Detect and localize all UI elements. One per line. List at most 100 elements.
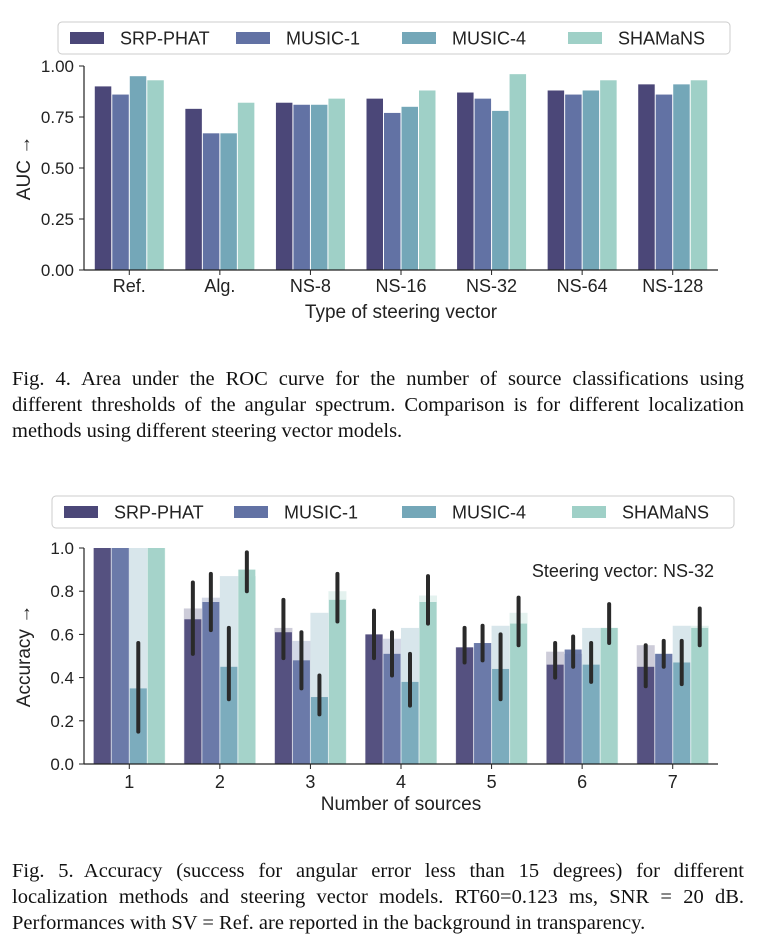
y-tick-label: 1.00	[41, 57, 74, 76]
x-tick-label-ref: Ref.	[113, 276, 146, 296]
bar-music-4-2	[220, 666, 238, 764]
legend-label-shamans: SHAMaNS	[622, 503, 709, 523]
bar-music-4-ref	[129, 76, 147, 270]
legend-label-music-1: MUSIC-1	[284, 503, 358, 523]
legend-swatch-srp-phat	[70, 32, 104, 44]
bar-srp-phat-4	[365, 634, 383, 764]
bar-srp-phat-ns-128	[638, 84, 655, 270]
legend-label-shamans: SHAMaNS	[618, 29, 705, 49]
figure-5-caption: Fig. 5. Accuracy (success for angular er…	[12, 860, 744, 934]
x-tick-label-3: 3	[305, 772, 315, 792]
legend-frame	[51, 495, 735, 529]
x-tick-label-alg: Alg.	[204, 276, 235, 296]
bar-shamans-ref	[147, 80, 164, 270]
y-tick-label: 0.0	[50, 755, 74, 774]
bar-music-4-3	[310, 697, 328, 764]
bar-srp-phat-ns-64	[547, 90, 565, 270]
bar-music-1-ns-128	[655, 94, 673, 270]
bar-music-4-ns-16	[401, 106, 418, 270]
bar-music-4-ns-32	[492, 110, 509, 270]
bar-srp-phat-3	[274, 632, 292, 764]
bar-music-4-4	[401, 681, 419, 764]
x-tick-label-5: 5	[487, 772, 497, 792]
bar-music-4-5	[492, 668, 510, 764]
y-tick-label: 1.0	[50, 539, 74, 558]
bar-srp-phat-7	[637, 666, 655, 764]
legend-label-music-1: MUSIC-1	[286, 29, 360, 49]
y-tick-label: 0.00	[41, 261, 74, 280]
x-tick-label-2: 2	[215, 772, 225, 792]
bar-shamans-ns-64	[600, 80, 617, 270]
annotation-label: Steering vector: NS-32	[532, 561, 714, 581]
bar-shamans-ns-8	[328, 98, 345, 270]
bar-shamans-3	[328, 599, 346, 764]
bar-music-4-6	[582, 664, 600, 764]
x-tick-label-ns-16: NS-16	[375, 276, 426, 296]
x-tick-label-ns-128: NS-128	[642, 276, 703, 296]
bar-music-1-alg	[202, 133, 220, 270]
legend-frame	[57, 21, 731, 55]
figure-4-caption: Fig. 4. Area under the ROC curve for the…	[12, 368, 744, 442]
bar-shamans-alg	[237, 102, 255, 270]
bar-srp-phat-ns-32	[457, 92, 474, 271]
bar-shamans-2	[238, 569, 256, 764]
bar-music-1-7	[655, 653, 673, 764]
legend-swatch-music-1	[234, 506, 268, 518]
legend-swatch-srp-phat	[64, 506, 98, 518]
accuracy-bar-chart: SRP-PHAT MUSIC-1 MUSIC-4 SHAMaNS Steering ve…	[14, 495, 735, 815]
y-tick-label: 0.75	[41, 108, 74, 127]
bar-srp-phat-2	[184, 619, 202, 764]
x-tick-label-ns-8: NS-8	[290, 276, 331, 296]
y-tick-label: 0.4	[50, 669, 74, 688]
bar-music-4-ns-128	[673, 84, 690, 270]
bar-music-1-ns-8	[293, 104, 310, 270]
bar-shamans-ns-128	[690, 80, 708, 270]
bar-music-1-1	[111, 548, 129, 764]
x-tick-label-4: 4	[396, 772, 406, 792]
legend: SRP-PHAT MUSIC-1 MUSIC-4 SHAMaNS	[51, 495, 735, 529]
x-tick-label-6: 6	[577, 772, 587, 792]
bar-shamans-ns-32	[509, 74, 527, 270]
x-tick-label-ns-64: NS-64	[557, 276, 608, 296]
bar-music-1-5	[474, 643, 492, 764]
bar-shamans-ns-16	[419, 90, 436, 270]
legend-label-srp-phat: SRP-PHAT	[114, 503, 204, 523]
bar-srp-phat-ns-8	[275, 102, 293, 270]
legend-swatch-music-4	[402, 32, 436, 44]
auc-bar-chart: SRP-PHAT MUSIC-1 MUSIC-4 SHAMaNS 0.00 0.25 0.5…	[14, 21, 731, 323]
bar-srp-phat-ref	[94, 86, 112, 271]
x-tick-label-ns-32: NS-32	[466, 276, 517, 296]
bar-music-1-3	[292, 660, 310, 764]
legend-label-music-4: MUSIC-4	[452, 503, 526, 523]
legend-swatch-music-1	[236, 32, 270, 44]
bar-music-1-6	[564, 649, 582, 764]
bar-music-4-alg	[220, 133, 237, 270]
bar-music-4-ns-8	[310, 104, 328, 270]
legend-swatch-shamans	[568, 32, 602, 44]
bar-srp-phat-ns-16	[366, 98, 383, 270]
bar-music-1-ns-16	[384, 112, 401, 270]
bar-music-1-4	[383, 653, 401, 764]
x-axis-label: Type of steering vector	[305, 302, 498, 323]
y-tick-label: 0.25	[41, 210, 74, 229]
bar-srp-phat-5	[456, 647, 474, 764]
bar-music-1-ref	[112, 94, 129, 270]
y-axis-label: Accuracy →	[14, 605, 35, 707]
bar-shamans-4	[419, 602, 437, 764]
legend-swatch-shamans	[572, 506, 606, 518]
x-tick-label-1: 1	[124, 772, 134, 792]
y-axis-label: AUC →	[14, 136, 35, 200]
bar-srp-phat-alg	[185, 108, 202, 270]
bar-music-4-ns-64	[582, 90, 600, 270]
bar-srp-phat-1	[93, 548, 111, 764]
bar-shamans-1	[147, 548, 165, 764]
x-tick-label-7: 7	[668, 772, 678, 792]
y-tick-label: 0.2	[50, 712, 74, 731]
bar-shamans-7	[691, 627, 709, 764]
bar-music-1-2	[202, 602, 220, 764]
legend: SRP-PHAT MUSIC-1 MUSIC-4 SHAMaNS	[57, 21, 731, 55]
x-axis-label: Number of sources	[321, 794, 482, 815]
bar-music-4-7	[673, 662, 691, 764]
bar-music-1-ns-32	[474, 98, 492, 270]
